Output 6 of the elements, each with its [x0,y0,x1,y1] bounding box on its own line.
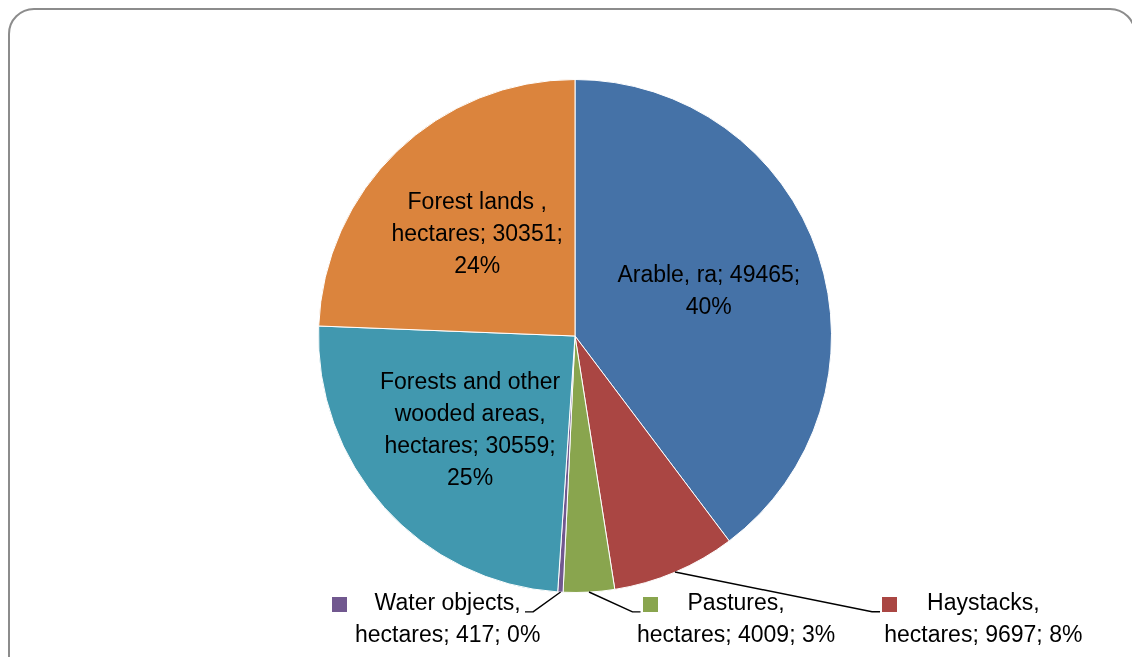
slice-label: Forests and other wooded areas, hectares; 30559; 25% [379,367,561,490]
legend-label: Water objects, hectares; 417; 0% [354,589,541,648]
legend-label: Pastures, hectares; 4009; 3% [637,589,836,648]
legend-label: Haystacks, hectares; 9697; 8% [884,589,1083,648]
slice-label: Forest lands , hectares; 30351; 24% [391,187,563,278]
slice-label: Arable, ra; 49465; 40% [617,260,801,319]
